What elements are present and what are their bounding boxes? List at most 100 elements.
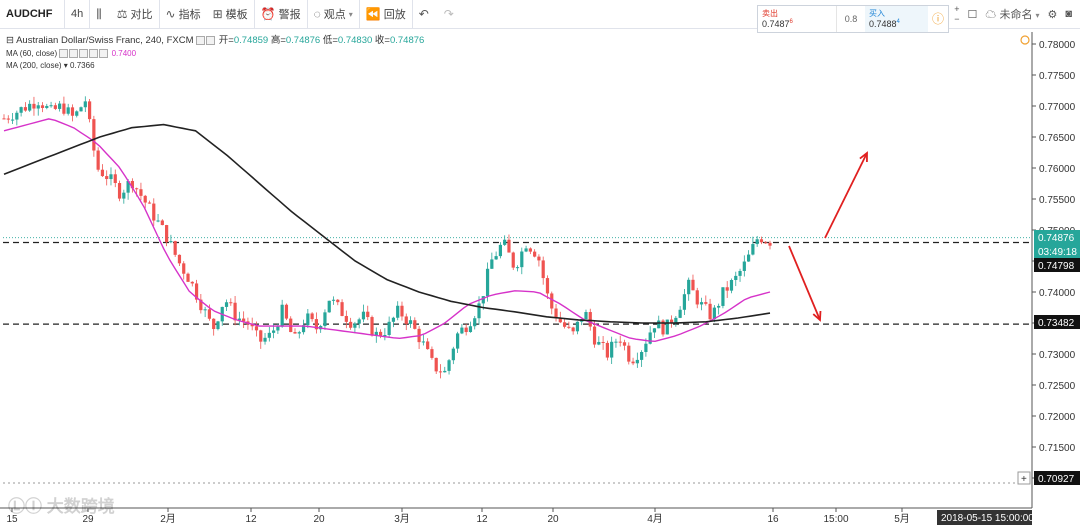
candle-body bbox=[408, 320, 413, 324]
crosshair-date-bg bbox=[937, 510, 1032, 525]
candle-body bbox=[122, 192, 126, 199]
candle-body bbox=[704, 302, 708, 304]
symbol-input[interactable]: AUDCHF bbox=[6, 8, 53, 20]
candle-body bbox=[712, 307, 716, 320]
candle-body bbox=[601, 341, 605, 343]
sell-button[interactable]: 卖出 0.74876 bbox=[758, 6, 837, 32]
replay-label: 回放 bbox=[383, 9, 406, 21]
clock-icon bbox=[1020, 35, 1030, 45]
candle-body bbox=[349, 321, 353, 328]
interval-button[interactable]: 4h bbox=[64, 0, 89, 28]
candle-body bbox=[464, 327, 468, 333]
candle-body bbox=[494, 256, 498, 260]
candle-body bbox=[635, 359, 639, 364]
candle-body bbox=[528, 248, 532, 252]
ma200-legend[interactable]: MA (200, close) ▾ 0.7366 bbox=[6, 61, 95, 70]
time-tick-label: 20 bbox=[547, 514, 559, 525]
indicators-label: 指标 bbox=[178, 9, 201, 21]
undo-button[interactable]: ↶ bbox=[411, 0, 438, 28]
level-upper-tag-bg bbox=[1034, 258, 1080, 272]
candle-body bbox=[284, 304, 289, 319]
alert-button[interactable]: ⏰ 警报 bbox=[253, 0, 307, 28]
time-tick-label: 5月 bbox=[894, 513, 910, 525]
candle-body bbox=[447, 360, 451, 371]
candle-body bbox=[100, 169, 105, 177]
candle-body bbox=[70, 107, 75, 116]
candle-body bbox=[40, 105, 45, 108]
candle-body bbox=[759, 239, 764, 243]
indicators-button[interactable]: ∿ 指标 bbox=[158, 0, 207, 28]
candle-body bbox=[605, 342, 609, 358]
candle-body bbox=[310, 313, 314, 320]
candle-body bbox=[28, 103, 32, 111]
replay-button[interactable]: ⏪ 回放 bbox=[358, 0, 412, 28]
view-button[interactable]: ◌ 观点 ▾ bbox=[306, 0, 359, 28]
price-tick-label: 0.75500 bbox=[1039, 195, 1076, 206]
price-tick-label: 0.78000 bbox=[1039, 40, 1076, 51]
candle-body bbox=[182, 263, 186, 274]
bottom-level-tag: 0.70927 bbox=[1038, 474, 1075, 485]
settings-gear-icon[interactable]: ⚙ bbox=[1047, 8, 1058, 21]
candle-body bbox=[259, 330, 263, 342]
candle-body bbox=[708, 303, 712, 320]
candle-body bbox=[571, 327, 575, 332]
collapse-icon[interactable]: ⊟ bbox=[6, 35, 14, 46]
candle-body bbox=[36, 105, 40, 109]
high-value: 0.74876 bbox=[285, 35, 321, 46]
buy-button[interactable]: 买入 0.74884 bbox=[865, 6, 928, 32]
info-icon[interactable]: ⓘ bbox=[931, 12, 944, 26]
alarm-clock-icon: ⏰ bbox=[260, 7, 276, 21]
quantity-stepper[interactable]: + − bbox=[954, 4, 960, 24]
candle-body bbox=[19, 107, 23, 113]
candle-body bbox=[173, 241, 177, 255]
snapshot-camera-icon[interactable]: ◙ bbox=[1065, 8, 1072, 20]
candle-body bbox=[631, 361, 635, 364]
chart-type-button[interactable]: ⫼ bbox=[89, 0, 111, 28]
candle-body bbox=[10, 119, 15, 121]
candle-body bbox=[353, 323, 357, 328]
sell-label: 卖出 bbox=[762, 9, 778, 18]
time-tick-label: 12 bbox=[245, 514, 257, 525]
candle-body bbox=[537, 256, 541, 261]
candle-body bbox=[400, 305, 404, 317]
templates-label: 模板 bbox=[225, 9, 248, 21]
ma60-legend[interactable]: MA (60, close) 0.7400 bbox=[6, 48, 137, 58]
countdown-tag-bg bbox=[1034, 244, 1080, 258]
candle-body bbox=[438, 371, 443, 373]
redo-button[interactable]: ↷ bbox=[438, 0, 463, 28]
fullscreen-icon[interactable]: ☐ bbox=[967, 8, 978, 21]
candle-body bbox=[622, 342, 627, 346]
candle-body bbox=[396, 305, 400, 318]
candle-body bbox=[105, 176, 109, 180]
candle-body bbox=[297, 332, 301, 334]
layout-button[interactable]: ☁ 未命名 ▾ bbox=[985, 6, 1039, 22]
candle-body bbox=[657, 320, 661, 329]
candle-body bbox=[113, 174, 117, 184]
countdown-tag: 03:49:18 bbox=[1038, 247, 1077, 258]
down-arrow-head bbox=[812, 310, 822, 322]
compare-button[interactable]: ⚖ 对比 bbox=[111, 0, 159, 28]
crosshair-date-label: 2018-05-15 15:00:00 bbox=[941, 513, 1034, 524]
candle-body bbox=[533, 251, 537, 257]
candle-body bbox=[669, 319, 674, 324]
candle-body bbox=[109, 174, 113, 180]
templates-button[interactable]: ⊞ 模板 bbox=[207, 0, 254, 28]
time-tick-label: 12 bbox=[476, 514, 488, 525]
legend-toggle-icon[interactable] bbox=[196, 35, 206, 45]
time-tick-label: 2月 bbox=[160, 513, 176, 525]
candle-body bbox=[387, 321, 391, 335]
candle-body bbox=[301, 325, 306, 333]
candle-body bbox=[23, 107, 27, 111]
time-tick-label: 15:00 bbox=[823, 514, 848, 525]
indicators-icon: ∿ bbox=[165, 7, 176, 21]
candle-body bbox=[747, 254, 751, 262]
price-tick-label: 0.71500 bbox=[1039, 443, 1076, 454]
legend-toggle-icon[interactable] bbox=[206, 35, 216, 45]
layout-name: 未命名 bbox=[999, 9, 1033, 21]
candle-body bbox=[751, 244, 755, 255]
cloud-icon: ☁ bbox=[985, 9, 997, 21]
candle-body bbox=[190, 281, 194, 284]
templates-icon: ⊞ bbox=[212, 7, 223, 21]
candle-body bbox=[66, 107, 70, 114]
